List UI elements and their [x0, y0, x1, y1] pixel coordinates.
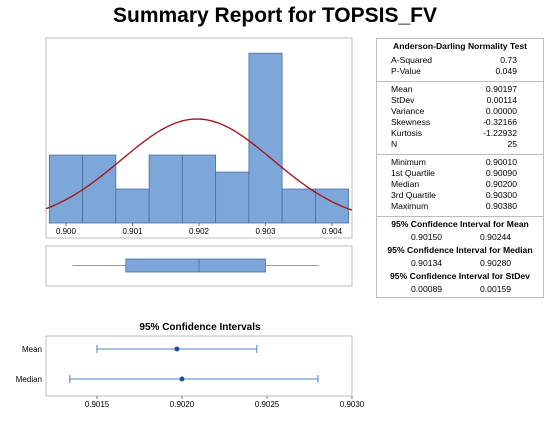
ci-mean-title: 95% Confidence Interval for Mean — [391, 219, 529, 229]
histogram-bar — [115, 188, 150, 224]
ci-median-title: 95% Confidence Interval for Median — [387, 245, 533, 255]
stat-label: 3rd Quartile — [391, 190, 436, 200]
stat-value: -0.32166 — [483, 117, 517, 127]
histogram-bars — [48, 52, 350, 224]
ci-stdev-values: 0.00089 0.00159 — [377, 284, 543, 295]
stat-value: 0.90300 — [485, 190, 517, 200]
stat-row-mean: Mean 0.90197 — [377, 84, 543, 95]
stat-value: 0.90380 — [485, 201, 517, 211]
report-title: Summary Report for TOPSIS_FV — [112, 4, 438, 27]
stat-value: 25 — [507, 139, 517, 149]
stat-row-variance: Variance 0.00000 — [377, 106, 543, 117]
stat-label: P-Value — [391, 66, 421, 76]
stat-value: 0.049 — [495, 66, 517, 76]
stat-row-minimum: Minimum 0.90010 — [377, 157, 543, 168]
stat-row-3rd-quartile: 3rd Quartile 0.90300 — [377, 190, 543, 201]
stat-value: 0.90197 — [485, 84, 517, 94]
ci-x-tick-label: 0.9015 — [85, 400, 110, 409]
stat-label: Maximum — [391, 201, 429, 211]
ci-upper: 0.90280 — [480, 258, 512, 268]
boxplot — [72, 258, 319, 273]
ci-median-values: 0.90134 0.90280 — [377, 258, 543, 269]
stat-label: N — [391, 139, 398, 149]
histogram-bar — [48, 154, 83, 224]
stat-value: 0.90090 — [485, 168, 517, 178]
stat-value: 0.90200 — [485, 179, 517, 189]
ci-marks: Mean Median — [16, 345, 319, 384]
stat-label: A-Squared — [391, 55, 433, 65]
stat-value: 0.00114 — [486, 95, 517, 105]
stat-row-skewness: Skewness -0.32166 — [377, 117, 543, 128]
stat-label: Variance — [391, 106, 425, 116]
stat-row-1st-quartile: 1st Quartile 0.90090 — [377, 168, 543, 179]
divider — [377, 81, 543, 82]
histogram-bar — [148, 154, 183, 224]
histogram-x-tick-label: 0.902 — [189, 227, 210, 236]
divider — [377, 154, 543, 155]
ci-x-tick-label: 0.9025 — [255, 400, 280, 409]
stat-row-n: N 25 — [377, 139, 543, 150]
stat-label: StDev — [391, 95, 415, 105]
histogram-x-tick-label: 0.903 — [256, 227, 277, 236]
ci-panel: 95% Confidence Intervals Mean Median 0.90… — [16, 322, 365, 409]
stat-row-a-squared: A-Squared 0.73 — [377, 55, 543, 66]
histogram-bar — [215, 171, 250, 224]
ci-category-label: Mean — [22, 345, 42, 354]
stat-value: -1.22932 — [483, 128, 517, 138]
boxplot-panel — [45, 245, 353, 287]
stat-label: Minimum — [391, 157, 426, 167]
stat-value: 0.00000 — [485, 106, 517, 116]
normal-fit-curve — [45, 118, 353, 211]
stat-row-kurtosis: Kurtosis -1.22932 — [377, 128, 543, 139]
ci-mean-values: 0.90150 0.90244 — [377, 232, 543, 243]
ci-category-label: Median — [16, 375, 42, 384]
stat-row-p-value: P-Value 0.049 — [377, 66, 543, 77]
ci-stdev-title: 95% Confidence Interval for StDev — [390, 271, 530, 281]
normality-test-title: Anderson-Darling Normality Test — [392, 41, 528, 51]
ci-estimate-point — [174, 346, 180, 352]
statistics-panel: Anderson-Darling Normality Test A-Square… — [376, 38, 544, 298]
ci-upper: 0.00159 — [480, 284, 512, 294]
stat-label: 1st Quartile — [391, 168, 435, 178]
ci-x-ticks: 0.9015 0.9020 0.9025 0.9030 — [85, 396, 365, 409]
stat-label: Skewness — [391, 117, 431, 127]
histogram-bar — [281, 188, 316, 224]
ci-x-tick-label: 0.9020 — [170, 400, 195, 409]
ci-upper: 0.90244 — [480, 232, 512, 242]
stat-row-stdev: StDev 0.00114 — [377, 95, 543, 106]
ci-lower: 0.90134 — [411, 258, 443, 268]
stat-row-median: Median 0.90200 — [377, 179, 543, 190]
boxplot-box — [125, 258, 266, 273]
stat-value: 0.73 — [500, 55, 517, 65]
histogram-panel: 0.900 0.901 0.902 0.903 0.904 — [45, 37, 353, 239]
histogram-bar — [315, 188, 350, 224]
ci-chart-title: 95% Confidence Intervals — [139, 322, 261, 333]
ci-frame — [45, 335, 353, 397]
histogram-bar — [248, 52, 283, 224]
stat-label: Kurtosis — [391, 128, 423, 138]
stat-row-maximum: Maximum 0.90380 — [377, 201, 543, 212]
stat-label: Mean — [391, 84, 413, 94]
histogram-x-tick-label: 0.904 — [322, 227, 343, 236]
stat-label: Median — [391, 179, 420, 189]
ci-estimate-point — [179, 376, 185, 382]
divider — [377, 216, 543, 217]
ci-x-tick-label: 0.9030 — [340, 400, 365, 409]
ci-lower: 0.00089 — [411, 284, 443, 294]
histogram-bar — [181, 154, 217, 224]
stat-value: 0.90010 — [485, 157, 517, 167]
histogram-bar — [82, 154, 117, 224]
ci-lower: 0.90150 — [411, 232, 443, 242]
histogram-x-tick-label: 0.900 — [56, 227, 77, 236]
histogram-x-ticks: 0.900 0.901 0.902 0.903 0.904 — [56, 223, 343, 236]
histogram-x-tick-label: 0.901 — [122, 227, 143, 236]
